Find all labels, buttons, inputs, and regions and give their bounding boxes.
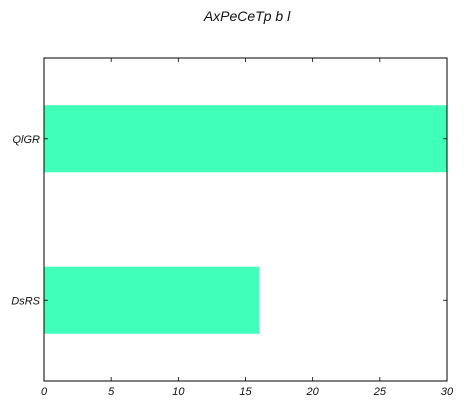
y-tick-label: DsRS xyxy=(11,295,40,307)
x-tick-label: 0 xyxy=(41,386,48,398)
x-tick-label: 5 xyxy=(108,386,115,398)
axes-frame xyxy=(43,57,448,382)
x-tick-label: 25 xyxy=(373,386,387,398)
bar-dsrs xyxy=(44,266,259,334)
y-tick-label: QlGR xyxy=(13,134,41,146)
x-tick-label: 15 xyxy=(239,386,252,398)
bar-qlgr xyxy=(44,105,447,173)
chart-title: AxPeCeTp b l xyxy=(203,8,291,24)
x-tick-label: 30 xyxy=(441,386,454,398)
x-tick-label: 10 xyxy=(172,386,185,398)
x-tick-label: 20 xyxy=(306,386,320,398)
plot-area: DsRS QlGR 0 5 10 15 20 25 30 xyxy=(11,57,454,398)
